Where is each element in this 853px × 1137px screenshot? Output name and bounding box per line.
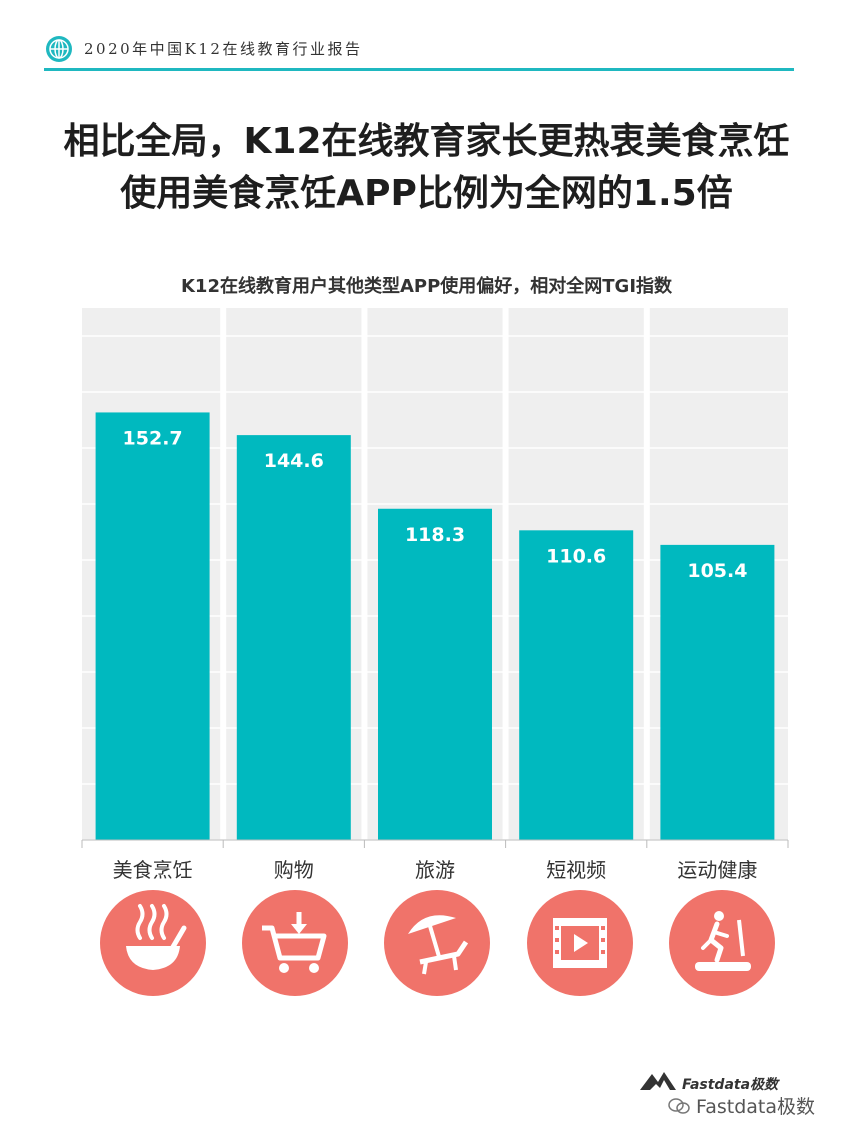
page-title: 相比全局，K12在线教育家长更热衷美食烹饪 使用美食烹饪APP比例为全网的1.5… xyxy=(0,116,853,220)
brand-footer: Fastdata极数 Fastdata极数 xyxy=(638,1066,838,1126)
bar-chart: 152.7 美食烹饪 144.6 购物 118.3 旅游 110.6 短视频 105.4 运动健康 xyxy=(81,308,789,882)
data-label: 152.7 xyxy=(123,427,183,449)
treadmill-runner-icon xyxy=(669,890,775,996)
report-header: 2020年中国K12在线教育行业报告 xyxy=(44,30,794,72)
bar xyxy=(95,412,210,840)
x-tick-label: 购物 xyxy=(274,858,314,882)
data-label: 118.3 xyxy=(405,524,465,546)
brand-logo-icon xyxy=(640,1072,676,1090)
x-tick-label: 旅游 xyxy=(415,858,455,882)
watermark: Fastdata极数 xyxy=(668,1092,815,1119)
globe-icon xyxy=(46,36,72,62)
bar xyxy=(519,530,634,840)
header-divider xyxy=(44,68,794,71)
category-icon-row xyxy=(0,890,853,1000)
soup-bowl-icon xyxy=(100,890,206,996)
data-label: 110.6 xyxy=(546,545,606,567)
watermark-text: Fastdata极数 xyxy=(696,1096,816,1118)
title-line-1: 相比全局，K12在线教育家长更热衷美食烹饪 xyxy=(63,121,790,162)
bar xyxy=(236,435,351,840)
video-film-icon xyxy=(527,890,633,996)
wechat-icon xyxy=(668,1098,690,1114)
title-line-2: 使用美食烹饪APP比例为全网的1.5倍 xyxy=(120,173,733,214)
brand-logo-text: Fastdata极数 xyxy=(682,1077,779,1093)
x-tick-label: 运动健康 xyxy=(677,858,757,882)
x-tick-label: 美食烹饪 xyxy=(113,858,193,882)
beach-umbrella-icon xyxy=(384,890,490,996)
data-label: 105.4 xyxy=(687,560,747,582)
x-tick-label: 短视频 xyxy=(546,858,606,882)
shopping-cart-icon xyxy=(242,890,348,996)
bar xyxy=(660,544,775,840)
bar xyxy=(378,508,492,840)
chart-title: K12在线教育用户其他类型APP使用偏好，相对全网TGI指数 xyxy=(180,276,673,297)
data-label: 144.6 xyxy=(264,450,324,472)
report-title: 2020年中国K12在线教育行业报告 xyxy=(84,40,363,58)
